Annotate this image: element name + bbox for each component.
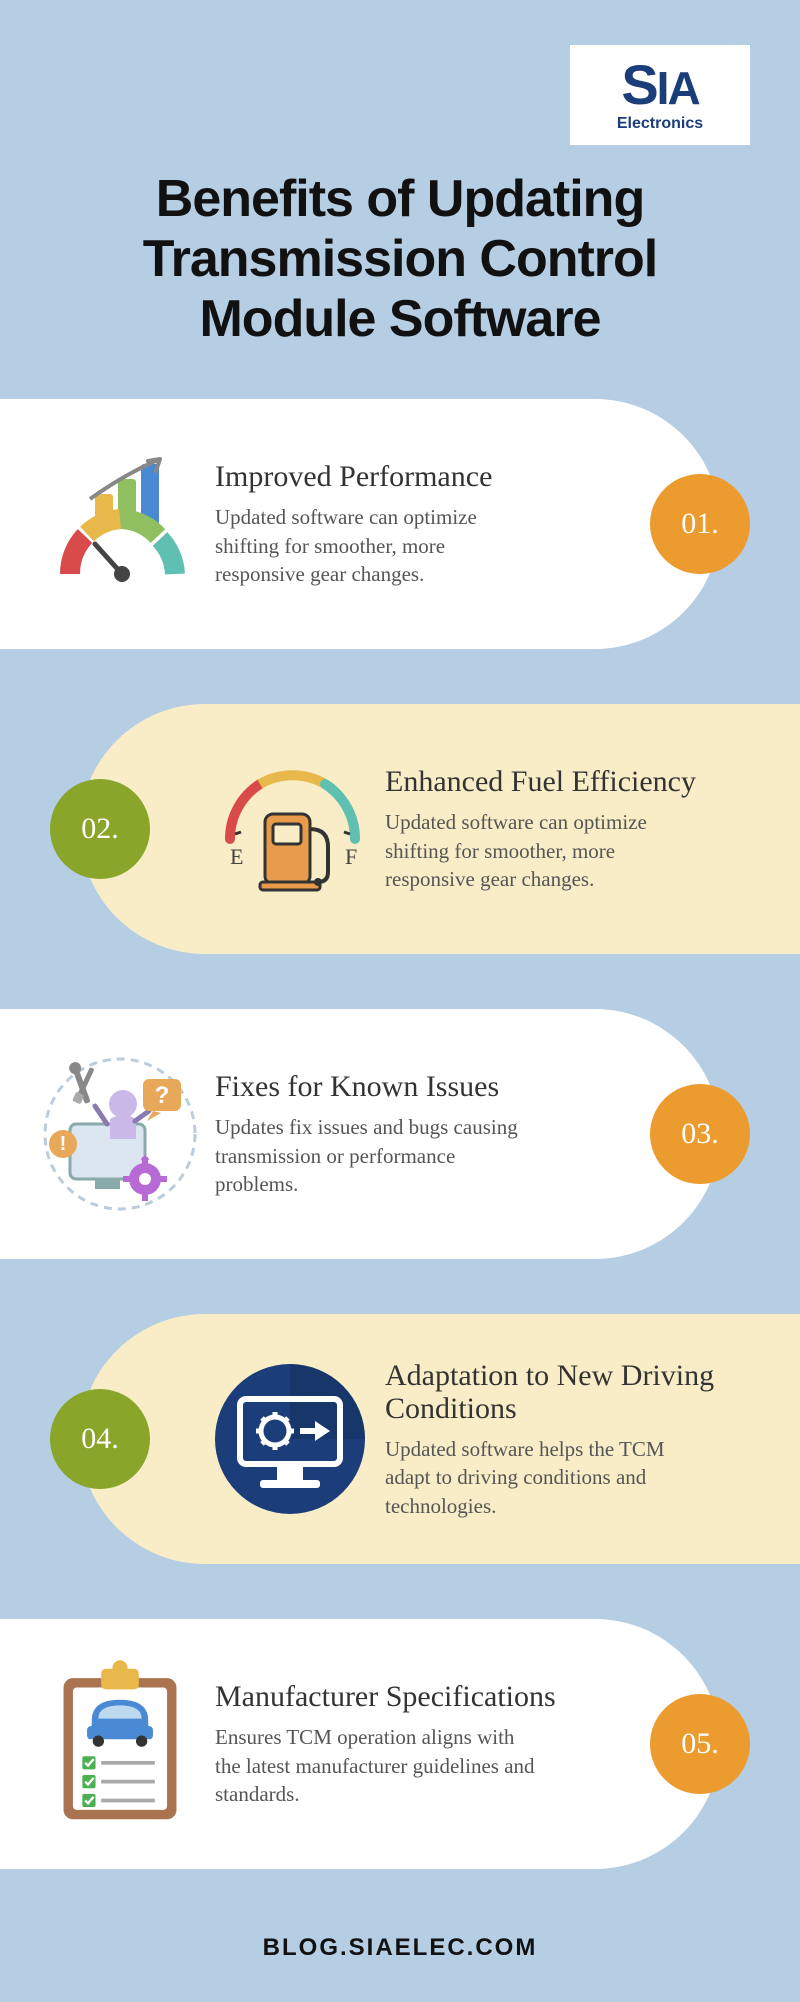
card-text: Improved Performance Updated software ca…	[215, 460, 720, 588]
card-body: Updated software can optimize shifting f…	[215, 503, 535, 588]
logo-sub: Electronics	[617, 115, 703, 133]
page-title: Benefits of Updating Transmission Contro…	[80, 170, 720, 349]
svg-text:F: F	[345, 844, 357, 869]
fuel-gauge-icon: E F	[195, 734, 385, 924]
card-number-badge: 03.	[650, 1084, 750, 1184]
card-body: Ensures TCM operation aligns with the la…	[215, 1723, 535, 1808]
logo: SIA Electronics	[570, 45, 750, 145]
card-text: Adaptation to New Driving Conditions Upd…	[385, 1359, 800, 1520]
logo-main: SIA	[621, 57, 698, 113]
card-text: Manufacturer Specifications Ensures TCM …	[215, 1680, 720, 1808]
card-heading: Adaptation to New Driving Conditions	[385, 1359, 750, 1425]
svg-text:E: E	[230, 844, 243, 869]
card-body: Updates fix issues and bugs causing tran…	[215, 1113, 535, 1198]
clipboard-car-icon	[25, 1649, 215, 1839]
card-pill: 04.	[80, 1314, 800, 1564]
card-pill: 02. E F	[80, 704, 800, 954]
monitor-gear-icon	[195, 1344, 385, 1534]
card-pill: Manufacturer Specifications Ensures TCM …	[0, 1619, 720, 1869]
gauge-growth-icon	[25, 429, 215, 619]
svg-text:!: !	[60, 1133, 67, 1155]
card-text: Fixes for Known Issues Updates fix issue…	[215, 1070, 720, 1198]
card-body: Updated software can optimize shifting f…	[385, 808, 705, 893]
card-heading: Improved Performance	[215, 460, 600, 493]
bug-fix-icon: ? !	[25, 1039, 215, 1229]
infographic-page: SIA Electronics Benefits of Updating Tra…	[0, 0, 800, 2002]
card-body: Updated software helps the TCM adapt to …	[385, 1435, 705, 1520]
benefit-card: 02. E F	[0, 704, 800, 954]
card-number-badge: 05.	[650, 1694, 750, 1794]
benefit-card: ? !	[0, 1009, 800, 1259]
card-number-badge: 04.	[50, 1389, 150, 1489]
card-list: Improved Performance Updated software ca…	[0, 399, 800, 1869]
card-text: Enhanced Fuel Efficiency Updated softwar…	[385, 765, 800, 893]
card-heading: Fixes for Known Issues	[215, 1070, 600, 1103]
benefit-card: Manufacturer Specifications Ensures TCM …	[0, 1619, 800, 1869]
card-number-badge: 01.	[650, 474, 750, 574]
card-heading: Manufacturer Specifications	[215, 1680, 600, 1713]
benefit-card: 04.	[0, 1314, 800, 1564]
card-pill: ? !	[0, 1009, 720, 1259]
card-heading: Enhanced Fuel Efficiency	[385, 765, 750, 798]
card-number-badge: 02.	[50, 779, 150, 879]
benefit-card: Improved Performance Updated software ca…	[0, 399, 800, 649]
svg-text:?: ?	[155, 1082, 170, 1109]
footer-url: BLOG.SIAELEC.COM	[0, 1934, 800, 2002]
card-pill: Improved Performance Updated software ca…	[0, 399, 720, 649]
